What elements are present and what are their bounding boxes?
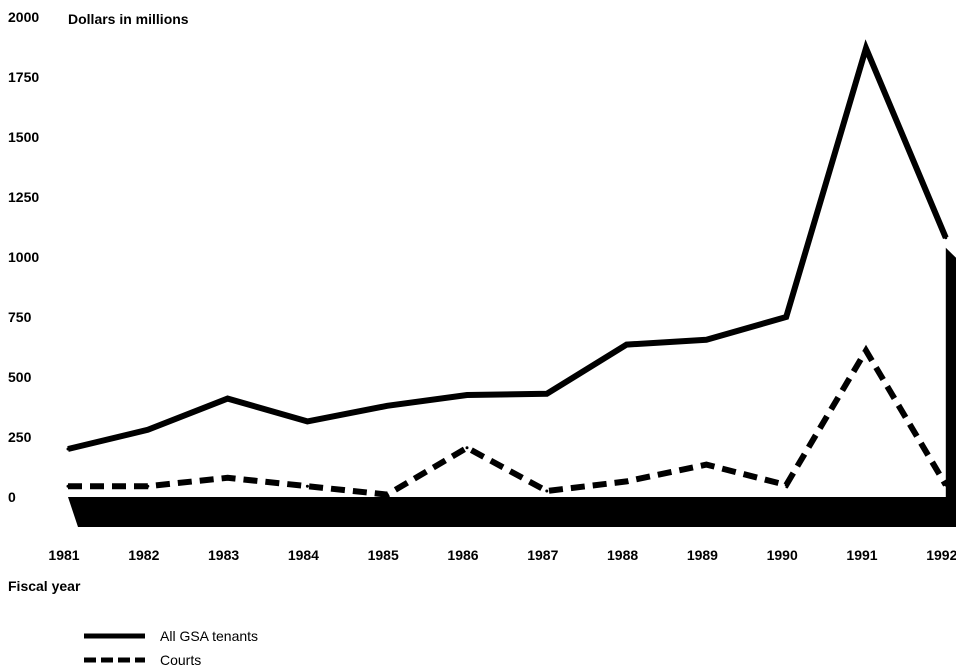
data-point xyxy=(226,476,230,480)
x-tick-label: 1982 xyxy=(128,547,159,563)
x-tick-label: 1985 xyxy=(368,547,399,563)
x-tick-label: 1991 xyxy=(846,547,877,563)
x-tick-label: 1981 xyxy=(48,547,79,563)
x-tick-label: 1988 xyxy=(607,547,638,563)
data-point xyxy=(385,404,389,408)
data-point xyxy=(305,484,309,488)
data-point xyxy=(465,393,469,397)
legend-label: All GSA tenants xyxy=(160,628,258,644)
y-tick-label: 1000 xyxy=(8,249,39,265)
x-tick-label: 1992 xyxy=(926,547,956,563)
data-point xyxy=(944,483,948,487)
y-tick-label: 250 xyxy=(8,429,32,445)
x-tick-label: 1989 xyxy=(687,547,718,563)
y-axis-title: Dollars in millions xyxy=(68,11,189,27)
data-point xyxy=(704,338,708,342)
x-axis-band xyxy=(68,247,956,528)
series-line-all-gsa-tenants xyxy=(67,39,949,452)
data-point xyxy=(545,392,549,396)
data-point xyxy=(66,484,70,488)
y-tick-label: 1750 xyxy=(8,69,39,85)
x-tick-label: 1990 xyxy=(767,547,798,563)
data-point xyxy=(146,428,150,432)
data-point xyxy=(545,489,549,493)
x-axis-tick-labels: 1981 1982 1983 1984 1985 1986 1987 1988 1989 1990… xyxy=(48,547,956,563)
data-point xyxy=(864,46,868,50)
data-point xyxy=(625,479,629,483)
y-tick-label: 1500 xyxy=(8,129,39,145)
legend-label: Courts xyxy=(160,652,201,668)
data-point xyxy=(784,315,788,319)
x-tick-label: 1986 xyxy=(447,547,478,563)
data-point xyxy=(146,484,150,488)
data-point xyxy=(385,493,389,497)
x-tick-label: 1984 xyxy=(288,547,319,563)
data-point xyxy=(226,397,230,401)
data-point xyxy=(465,446,469,450)
y-tick-label: 750 xyxy=(8,309,32,325)
series-line-courts xyxy=(68,344,949,498)
x-tick-label: 1983 xyxy=(208,547,239,563)
data-point xyxy=(704,463,708,467)
data-point xyxy=(944,236,948,240)
y-tick-label: 0 xyxy=(8,489,16,505)
data-point xyxy=(305,419,309,423)
y-tick-label: 1250 xyxy=(8,189,39,205)
x-tick-label: 1987 xyxy=(527,547,558,563)
data-point xyxy=(864,349,868,353)
series-lines xyxy=(66,39,949,498)
data-point xyxy=(66,447,70,451)
x-axis-title: Fiscal year xyxy=(8,578,81,594)
y-tick-label: 500 xyxy=(8,369,32,385)
y-tick-label: 2000 xyxy=(8,9,39,25)
legend: All GSA tenants Courts xyxy=(84,628,258,668)
data-point xyxy=(625,343,629,347)
data-point xyxy=(784,483,788,487)
y-axis-tick-labels: 0 250 500 750 1000 1250 1500 1750 2000 xyxy=(8,9,39,505)
x-axis-band-shape xyxy=(68,247,956,528)
